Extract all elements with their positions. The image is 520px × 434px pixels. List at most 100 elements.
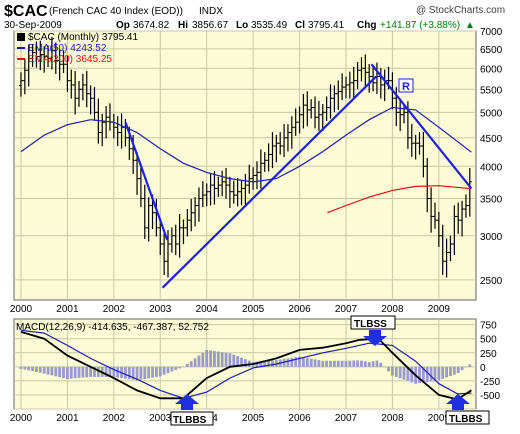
macd-histogram-bar [139, 366, 143, 380]
tlbbs-right-callout: TLBBS [445, 394, 490, 425]
arrow-up-icon [446, 394, 470, 410]
macd-histogram-bar [178, 366, 182, 369]
macd-histogram-bar [209, 350, 212, 367]
macd-histogram-bar [394, 366, 398, 377]
macd-histogram-bar [305, 358, 309, 367]
change-label: Chg [357, 20, 376, 31]
macd-histogram-bar [468, 364, 472, 367]
macd-histogram-bar [387, 366, 390, 372]
macd-histogram-bar [375, 360, 379, 367]
macd-histogram-bar [174, 366, 178, 370]
macd-histogram-bar [464, 366, 468, 368]
price-bars [18, 36, 472, 278]
macd-histogram-bar [170, 366, 174, 372]
price-overlays [20, 63, 473, 289]
macd-histogram-bar [317, 360, 321, 367]
x-tick-label: 2002 [103, 413, 126, 424]
macd-histogram-bar [232, 354, 236, 367]
macd-histogram-bar [321, 360, 325, 367]
macd-histogram-bar [236, 356, 240, 367]
trendline [370, 63, 473, 190]
macd-histogram-bar [348, 360, 352, 367]
macd-histogram-bar [151, 366, 154, 378]
macd-histogram-bar [367, 362, 371, 367]
macd-histogram-bar [325, 360, 329, 367]
trendline [161, 75, 377, 289]
macd-histogram-bar [243, 359, 247, 367]
macd-histogram-bar [456, 366, 460, 373]
x-tick-label: 2003 [149, 413, 172, 424]
close-label: Cl [295, 20, 305, 31]
open-label: Op [116, 20, 130, 31]
high-value: 3856.67 [192, 20, 229, 31]
macd-histogram-bar [42, 366, 46, 374]
macd-histogram-bar [93, 366, 96, 377]
price-tick-label: 2500 [480, 276, 503, 287]
x-tick-label: 2006 [288, 413, 311, 424]
macd-histogram-bar [127, 366, 131, 380]
macd-histogram-bar [255, 361, 259, 367]
ema200-line [327, 185, 472, 214]
macd-histogram-bar [23, 366, 27, 370]
x-tick-label: 2004 [196, 304, 219, 315]
macd-lines [20, 329, 472, 401]
legend-price: $CAC (Monthly) 3795.41 [28, 32, 138, 43]
macd-histogram-bar [89, 366, 93, 377]
macd-histogram-bar [193, 358, 197, 367]
macd-histogram-bar [35, 366, 38, 372]
tlbbs-left-callout: TLBBS [170, 394, 214, 426]
macd-histogram-bar [363, 361, 367, 367]
macd-histogram-bar [259, 361, 263, 367]
macd-histogram-bar [379, 362, 383, 367]
x-tick-label: 2000 [10, 304, 33, 315]
x-tick-label: 2003 [149, 304, 172, 315]
macd-histogram-bar [77, 366, 81, 378]
price-tick-label: 6000 [480, 64, 503, 75]
macd-histogram-bar [189, 361, 193, 367]
macd-histogram-bar [69, 366, 73, 379]
macd-histogram-bar [143, 366, 147, 379]
price-tick-label: 7000 [480, 27, 503, 38]
x-tick-label: 2006 [288, 304, 311, 315]
x-tick-label: 2005 [242, 413, 265, 424]
price-tick-label: 5000 [480, 108, 503, 119]
tlbss-top-callout: TLBSS [350, 315, 396, 346]
macd-histogram-bar [108, 366, 112, 377]
symbol-title: $CAC [4, 3, 48, 20]
arrow-down-icon [363, 330, 387, 346]
close-value: 3795.41 [308, 20, 345, 31]
x-tick-label: 2000 [10, 413, 33, 424]
resistance-label: R [402, 81, 410, 93]
macd-histogram-bar [352, 360, 356, 367]
macd-histogram-bar [124, 366, 127, 379]
price-tick-label: 4500 [480, 134, 503, 145]
tlbss-top-label: TLBSS [354, 319, 387, 330]
macd-histogram-bar [421, 366, 425, 383]
macd-histogram-bar [460, 366, 464, 371]
macd-histogram-bar [96, 366, 100, 377]
symbol-name: (French CAC 40 Index (EOD)) [49, 6, 183, 17]
macd-histogram-bar [336, 360, 340, 367]
macd-histogram-bar [332, 360, 336, 367]
price-axis: 2500 3000 3500 4000 4500 5000 5500 6000 6500 7000 [480, 27, 503, 287]
tlbbs-right-label: TLBBS [449, 414, 483, 425]
macd-histogram-bar [19, 366, 23, 369]
x-tick-label: 2009 [428, 413, 451, 424]
x-tick-label: 2008 [381, 304, 404, 315]
macd-histogram-bar [185, 364, 189, 367]
macd-tick-label: 250 [480, 349, 497, 360]
macd-histogram-bar [313, 359, 317, 367]
x-tick-label: 2005 [242, 304, 265, 315]
macd-histogram-bar [294, 357, 298, 367]
price-legend: $CAC (Monthly) 3795.41 EMA(50) 4243.52 E… [17, 32, 138, 65]
macd-histogram-bar [220, 352, 224, 367]
open-value: 3674.82 [133, 20, 170, 31]
change-value: +141.87 (+3.88%) [380, 20, 460, 31]
x-tick-label: 2001 [56, 304, 79, 315]
tlbss-top-box [350, 315, 396, 330]
tlbbs-left-label: TLBBS [173, 415, 207, 426]
macd-histogram-bar [182, 366, 185, 368]
macd-line [20, 331, 472, 401]
